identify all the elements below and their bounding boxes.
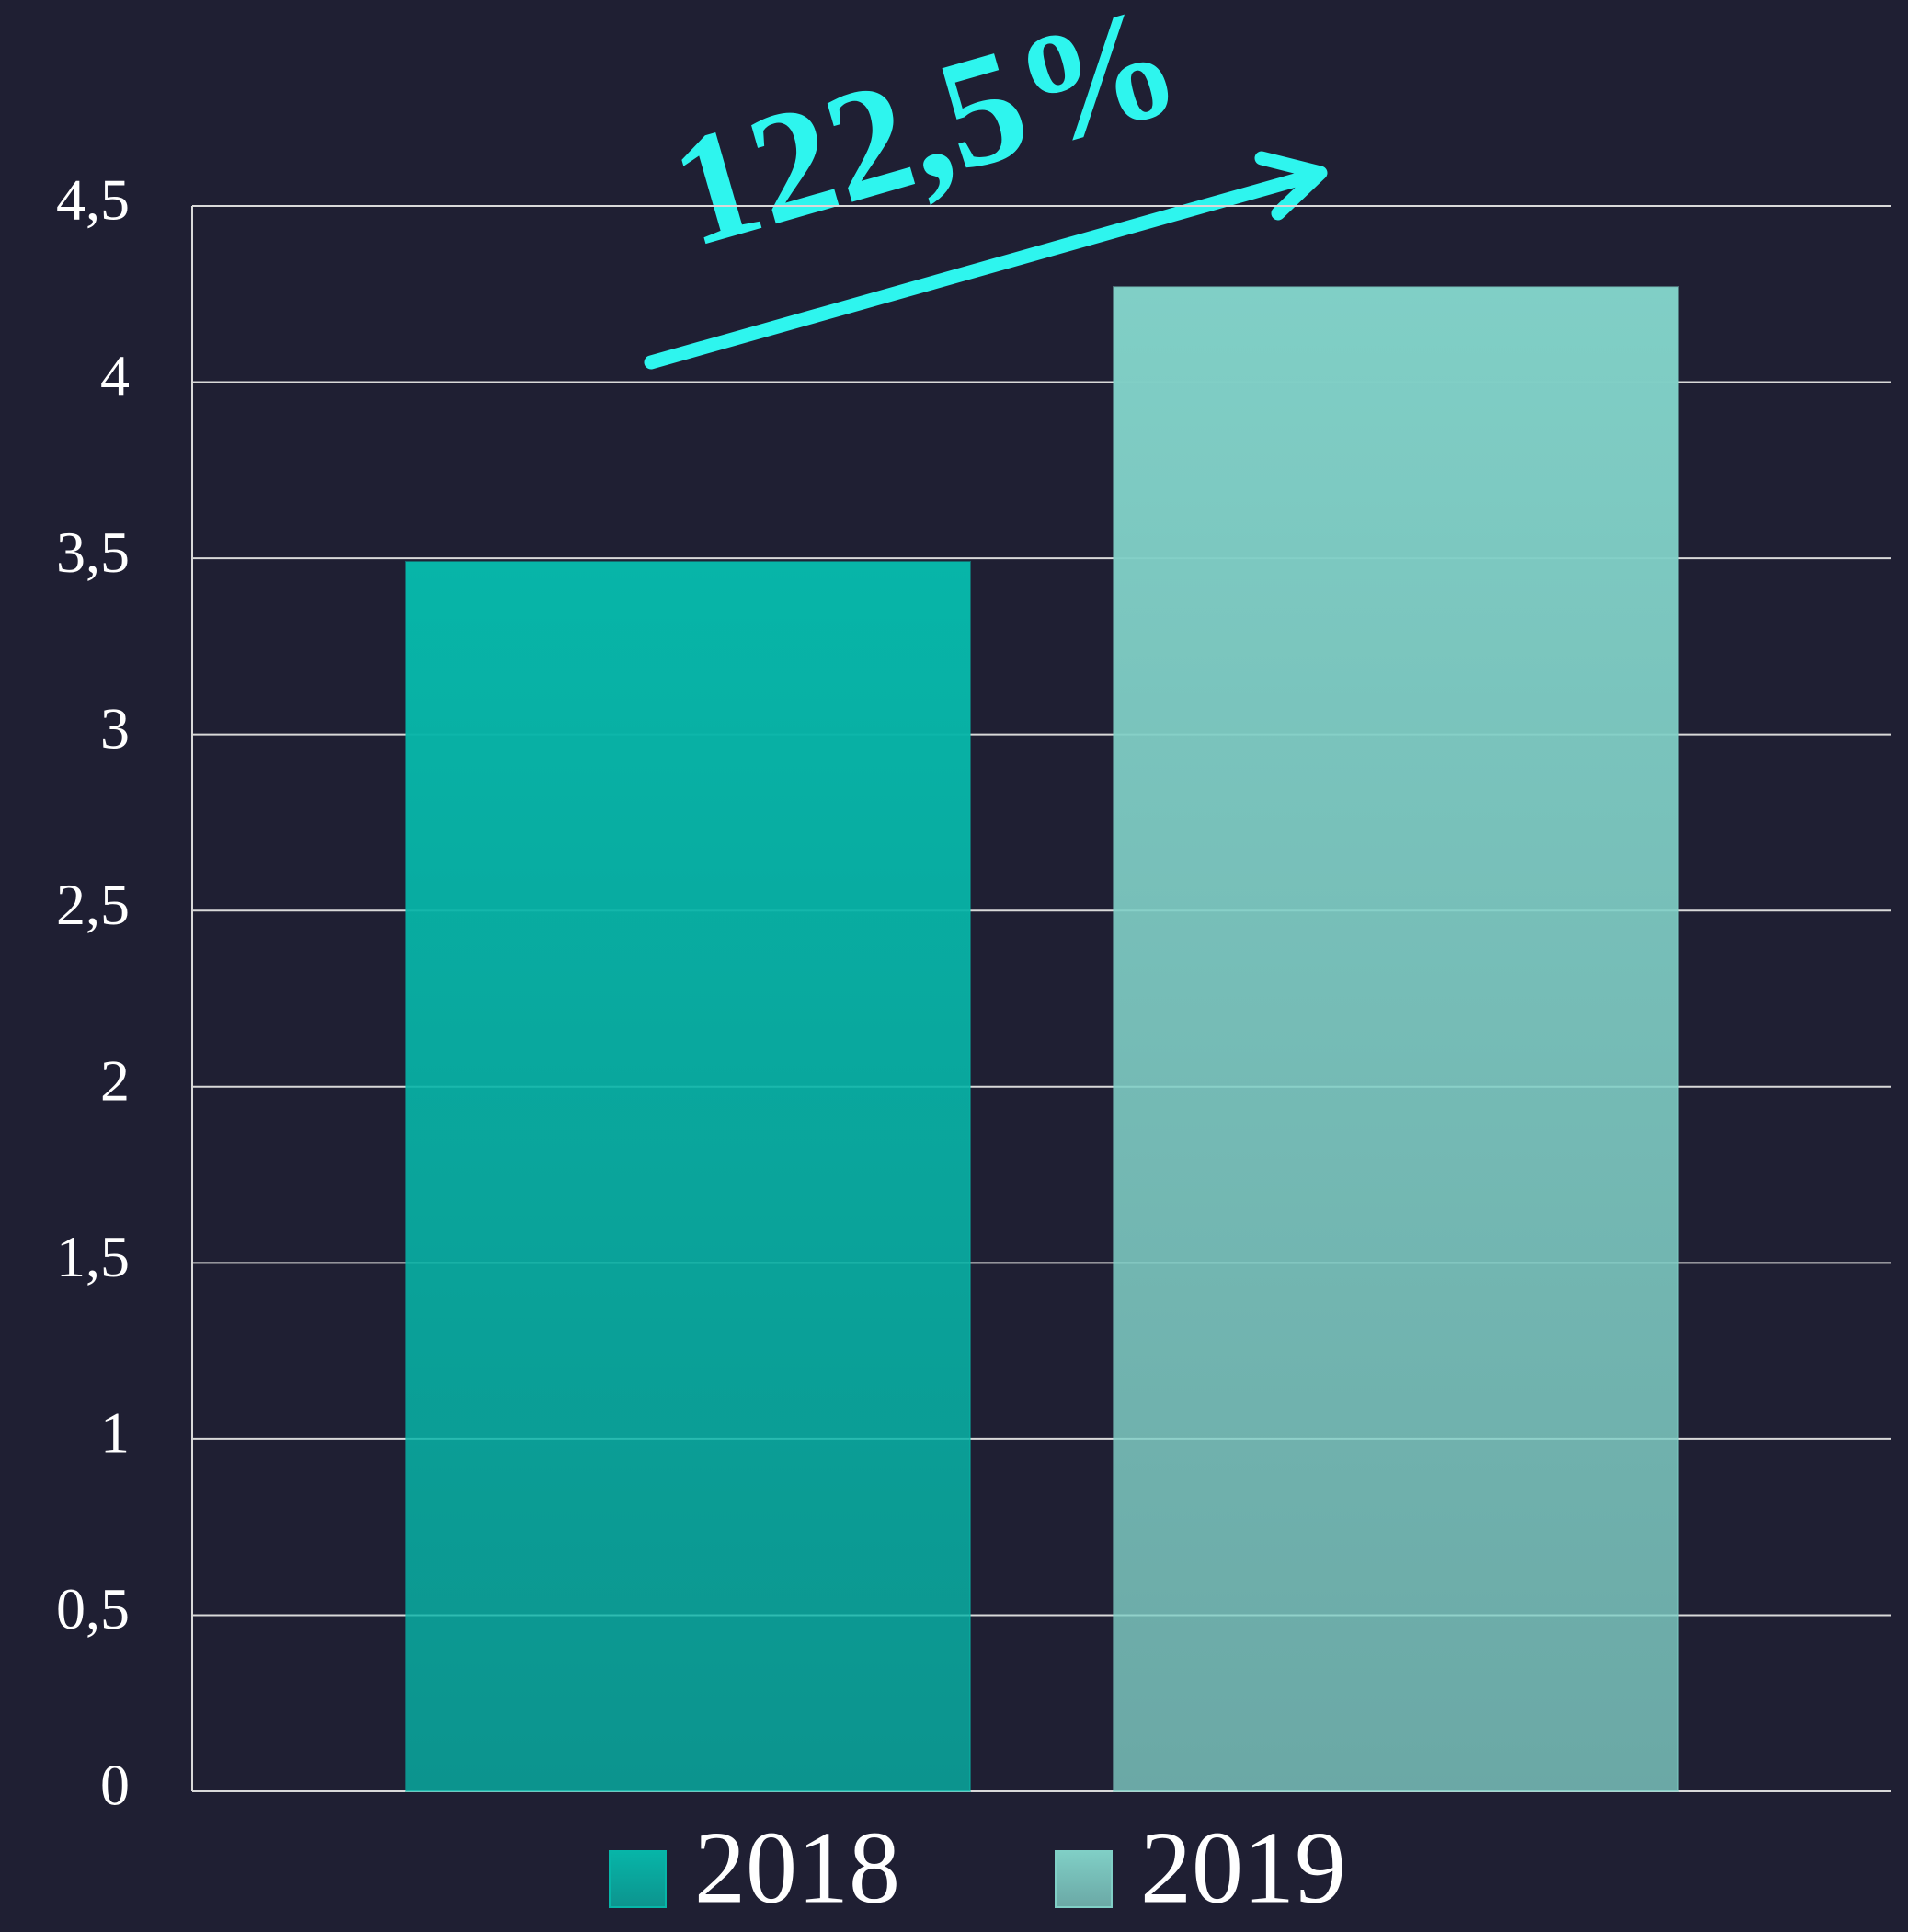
y-tick-label: 2,5 <box>56 872 130 937</box>
y-tick-label: 4 <box>100 343 130 408</box>
bar <box>405 560 971 1792</box>
y-tick-label: 4,5 <box>56 167 130 233</box>
legend-label: 2019 <box>1140 1812 1346 1926</box>
y-tick-label: 0,5 <box>56 1576 130 1641</box>
bar <box>1113 286 1679 1792</box>
y-tick-label: 3,5 <box>56 520 130 585</box>
y-tick-label: 1 <box>100 1400 130 1466</box>
y-tick-label: 3 <box>100 695 130 760</box>
legend-label: 2018 <box>694 1812 900 1926</box>
legend-swatch <box>609 1850 667 1908</box>
y-tick-label: 2 <box>100 1047 130 1113</box>
arrow-head <box>1254 151 1328 221</box>
legend-swatch <box>1055 1850 1113 1908</box>
y-tick-label: 1,5 <box>56 1224 130 1289</box>
y-tick-label: 0 <box>100 1753 130 1818</box>
